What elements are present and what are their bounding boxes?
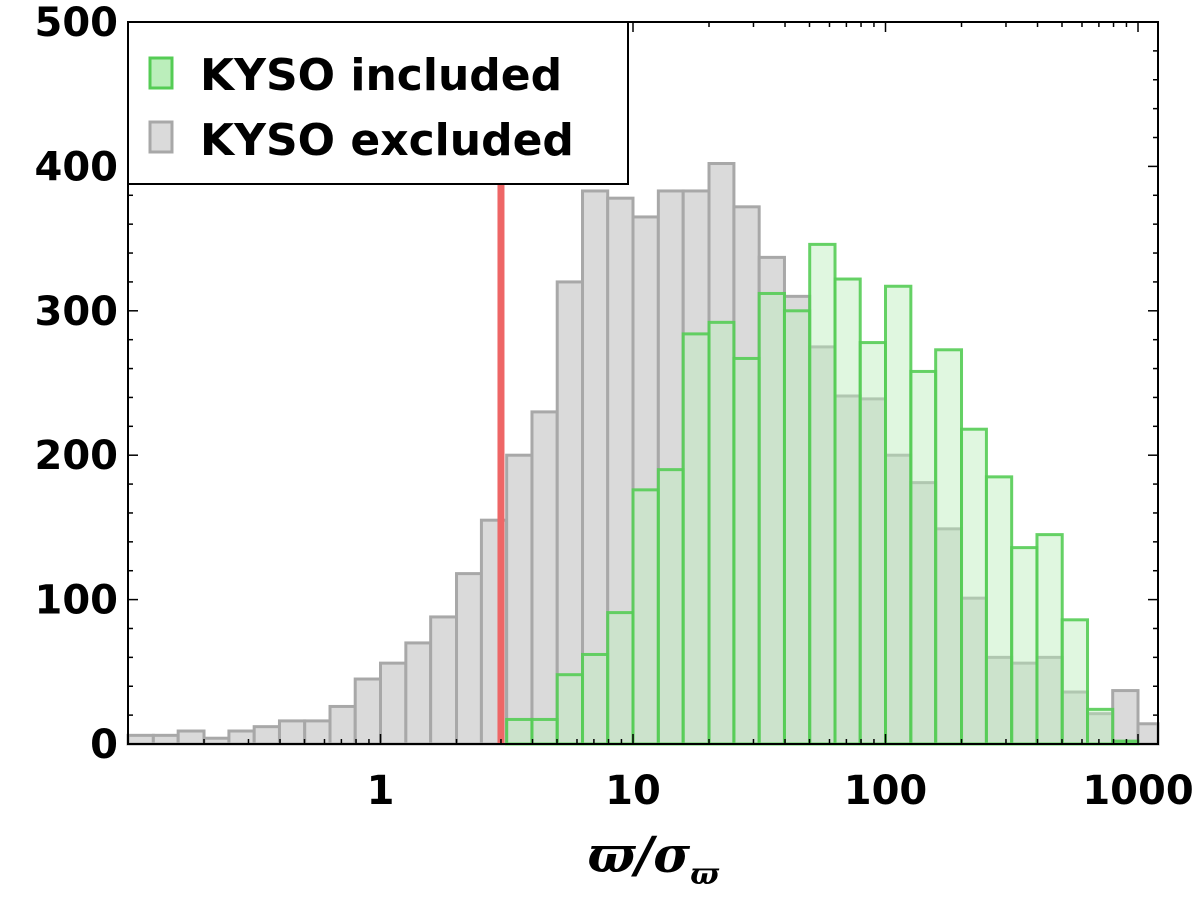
bar-included <box>656 468 685 746</box>
bars-kyso-included <box>505 242 1140 746</box>
y-tick-label: 500 <box>35 0 119 46</box>
bar-included <box>1010 546 1039 746</box>
bar-excluded <box>227 729 256 746</box>
bar-included <box>681 332 711 746</box>
bar-excluded <box>1111 689 1140 746</box>
legend-label-kyso-excluded: KYSO excluded <box>200 115 574 166</box>
y-tick-label: 200 <box>35 433 119 479</box>
bar-included <box>884 284 913 746</box>
bar-excluded <box>126 733 155 746</box>
bar-included <box>934 348 964 746</box>
bar-excluded <box>176 729 206 746</box>
bar-included <box>1086 707 1115 746</box>
y-tick-label: 100 <box>35 578 119 624</box>
y-tick-label: 300 <box>35 289 119 335</box>
y-tick-label: 0 <box>90 722 118 768</box>
bar-included <box>581 652 610 746</box>
legend-swatch-kyso-included <box>148 56 174 90</box>
bar-included <box>757 291 786 746</box>
x-tick-labels: 1 10 100 1000 <box>367 768 1194 814</box>
x-tick-label: 100 <box>844 768 928 814</box>
bar-included <box>631 488 660 746</box>
bar-excluded <box>429 615 459 746</box>
x-tick-label: 1 <box>367 768 395 814</box>
bar-included <box>1035 533 1064 746</box>
bar-excluded <box>530 410 559 746</box>
plot-frame <box>127 21 1159 745</box>
bar-included <box>555 673 585 746</box>
bar-included <box>984 475 1014 746</box>
bar-included <box>1060 618 1090 746</box>
bar-excluded <box>277 719 307 746</box>
bar-excluded <box>631 215 660 746</box>
legend-box <box>127 21 629 185</box>
bar-included <box>858 341 888 746</box>
legend-swatch-kyso-excluded <box>148 120 174 154</box>
bar-included <box>808 242 837 746</box>
bar-included <box>909 369 938 746</box>
bar-excluded <box>505 453 534 746</box>
bar-included <box>960 427 988 746</box>
x-tick-label: 1000 <box>1082 768 1193 814</box>
bar-excluded <box>353 677 383 746</box>
bar-excluded <box>404 641 433 746</box>
bar-included <box>606 611 635 746</box>
bar-excluded <box>656 189 685 746</box>
bar-included <box>732 356 761 746</box>
bar-included <box>833 277 862 746</box>
x-axis-label: ϖ/σϖ <box>587 825 720 892</box>
bar-excluded <box>379 661 408 746</box>
bar-included <box>505 717 534 746</box>
bar-included <box>707 320 736 746</box>
bar-excluded <box>455 572 483 746</box>
bar-excluded <box>303 719 332 746</box>
y-tick-label: 400 <box>35 144 119 190</box>
bar-included <box>530 717 559 746</box>
y-tick-labels: 0 100 200 300 400 500 <box>35 0 119 768</box>
bar-excluded <box>1136 722 1160 746</box>
bar-included <box>782 309 812 746</box>
bar-excluded <box>328 704 357 746</box>
bar-excluded <box>151 733 180 746</box>
legend-label-kyso-included: KYSO included <box>200 50 562 101</box>
bar-excluded <box>252 725 281 746</box>
legend: KYSO included KYSO excluded <box>127 21 629 185</box>
x-tick-label: 10 <box>605 768 661 814</box>
